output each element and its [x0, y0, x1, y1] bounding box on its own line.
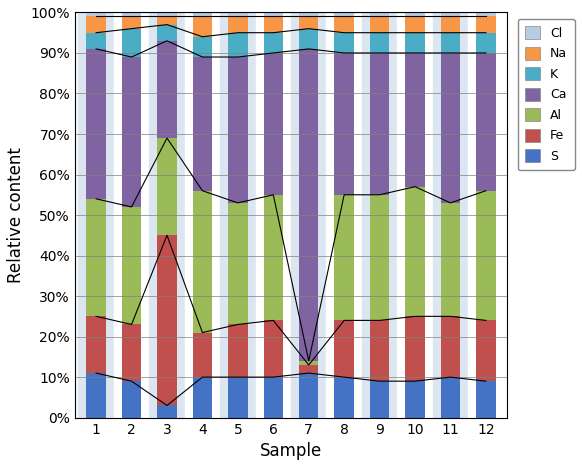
Bar	[193, 57, 212, 191]
Bar	[264, 377, 283, 417]
Bar	[299, 16, 318, 28]
Bar	[476, 13, 496, 16]
Bar	[122, 28, 141, 57]
Bar	[398, 13, 433, 417]
Bar	[476, 16, 496, 33]
Bar	[299, 13, 318, 16]
Bar	[193, 191, 212, 333]
Bar	[157, 16, 177, 25]
Bar	[122, 207, 141, 325]
Bar	[193, 16, 212, 37]
Bar	[86, 199, 106, 316]
Bar	[468, 13, 503, 417]
Bar	[264, 13, 283, 16]
Bar	[405, 16, 425, 33]
Bar	[405, 316, 425, 381]
Bar	[299, 365, 318, 373]
Bar	[476, 33, 496, 53]
Bar	[228, 33, 247, 57]
Bar	[228, 325, 247, 377]
Bar	[405, 53, 425, 187]
Bar	[299, 373, 318, 417]
Bar	[193, 13, 212, 16]
Bar	[441, 377, 460, 417]
Bar	[441, 16, 460, 33]
Bar	[228, 57, 247, 203]
Bar	[220, 13, 255, 417]
Bar	[370, 33, 389, 53]
Bar	[157, 138, 177, 235]
Bar	[405, 33, 425, 53]
Bar	[362, 13, 398, 417]
Bar	[86, 316, 106, 373]
Bar	[291, 13, 327, 417]
Bar	[86, 373, 106, 417]
Bar	[370, 320, 389, 381]
Bar	[335, 33, 354, 53]
Bar	[370, 16, 389, 33]
Bar	[157, 25, 177, 41]
Bar	[335, 320, 354, 377]
Legend: Cl, Na, K, Ca, Al, Fe, S: Cl, Na, K, Ca, Al, Fe, S	[518, 19, 575, 170]
Bar	[335, 53, 354, 195]
Bar	[86, 13, 106, 16]
Bar	[335, 13, 354, 16]
Bar	[335, 377, 354, 417]
Bar	[405, 13, 425, 16]
Bar	[228, 16, 247, 33]
Bar	[157, 13, 177, 16]
Bar	[122, 381, 141, 417]
Bar	[299, 28, 318, 49]
Bar	[405, 381, 425, 417]
Bar	[264, 195, 283, 320]
Bar	[228, 377, 247, 417]
Bar	[327, 13, 362, 417]
Bar	[122, 57, 141, 207]
Bar	[476, 191, 496, 320]
Bar	[193, 37, 212, 57]
Bar	[122, 325, 141, 381]
Bar	[193, 377, 212, 417]
Bar	[441, 316, 460, 377]
Bar	[441, 33, 460, 53]
Bar	[149, 13, 184, 417]
Bar	[86, 33, 106, 49]
Bar	[476, 381, 496, 417]
Bar	[157, 235, 177, 405]
Bar	[370, 381, 389, 417]
Bar	[476, 53, 496, 191]
X-axis label: Sample: Sample	[260, 442, 322, 460]
Bar	[86, 16, 106, 33]
Bar	[122, 16, 141, 28]
Bar	[299, 49, 318, 361]
Bar	[184, 13, 220, 417]
Bar	[157, 41, 177, 138]
Bar	[299, 361, 318, 365]
Bar	[441, 53, 460, 203]
Bar	[79, 13, 114, 417]
Bar	[264, 33, 283, 53]
Bar	[441, 203, 460, 316]
Bar	[86, 49, 106, 199]
Bar	[255, 13, 291, 417]
Bar	[370, 195, 389, 320]
Bar	[370, 53, 389, 195]
Bar	[405, 187, 425, 316]
Bar	[264, 53, 283, 195]
Bar	[264, 16, 283, 33]
Bar	[335, 195, 354, 320]
Bar	[476, 320, 496, 381]
Bar	[441, 13, 460, 16]
Bar	[370, 13, 389, 16]
Bar	[335, 16, 354, 33]
Bar	[264, 320, 283, 377]
Bar	[433, 13, 468, 417]
Bar	[157, 405, 177, 417]
Bar	[122, 13, 141, 16]
Bar	[193, 333, 212, 377]
Bar	[228, 203, 247, 325]
Y-axis label: Relative content: Relative content	[7, 147, 25, 283]
Bar	[114, 13, 149, 417]
Bar	[228, 13, 247, 16]
